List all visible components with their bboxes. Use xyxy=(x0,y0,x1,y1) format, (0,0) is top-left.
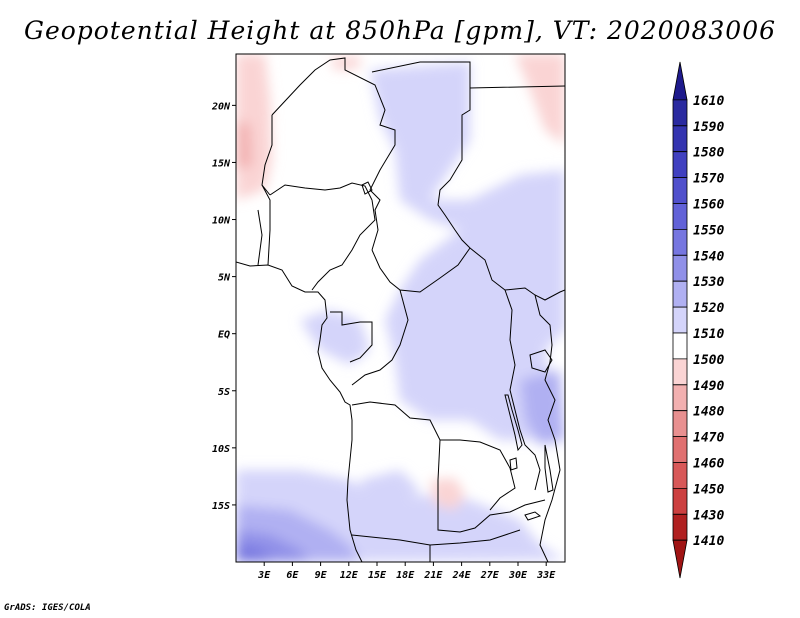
colorbar-label: 1470 xyxy=(693,431,724,446)
colorbar-segment xyxy=(672,410,688,437)
field-1550-south xyxy=(236,545,275,562)
colorbar-label: 1570 xyxy=(693,172,724,187)
colorbar-segment xyxy=(672,99,688,127)
y-tick-label: 20N xyxy=(211,101,231,112)
colorbar-segment xyxy=(672,203,688,230)
colorbar-segment xyxy=(672,384,688,412)
x-tick-label: 18E xyxy=(396,570,415,581)
x-tick-label: 12E xyxy=(340,570,359,581)
colorbar-label: 1430 xyxy=(693,508,724,523)
x-tick-label: 9E xyxy=(315,570,328,581)
colorbar-label: 1510 xyxy=(693,327,724,342)
x-tick-label: 21E xyxy=(423,570,443,581)
boundaries xyxy=(236,57,565,562)
lake-victoria xyxy=(529,349,553,373)
colorbar-segment xyxy=(672,488,688,515)
colorbar-segment xyxy=(672,125,688,153)
colorbar-label: 1530 xyxy=(693,275,724,290)
colorbar-segment xyxy=(672,306,688,334)
colorbar-segment xyxy=(672,151,688,178)
colorbar-label: 1410 xyxy=(693,534,724,549)
colorbar-segment xyxy=(672,280,688,308)
colorbar-segment xyxy=(672,462,688,489)
y-tick-label: 10S xyxy=(212,444,230,455)
border-namibia xyxy=(351,529,521,546)
border-east-africa xyxy=(534,294,561,562)
border-north-2 xyxy=(271,57,396,251)
colorbar-label: 1480 xyxy=(693,405,724,420)
x-tick-label: 24E xyxy=(452,570,472,581)
colorbar-label: 1490 xyxy=(693,379,724,394)
colorbar-segment xyxy=(672,229,688,256)
border-drc-angola xyxy=(351,401,516,511)
border-benin xyxy=(261,184,271,266)
grads-credit: GrADS: IGES/COLA xyxy=(4,603,91,613)
border-drc-east xyxy=(504,289,541,491)
colorbar-label: 1520 xyxy=(693,301,724,316)
colorbar-segment xyxy=(672,358,688,386)
field-1530-east xyxy=(520,370,565,445)
y-tick-label: 15N xyxy=(212,158,231,169)
lake-mweru xyxy=(509,457,518,471)
border-egypt xyxy=(469,62,565,89)
colorbar-label: 1610 xyxy=(693,94,724,109)
colorbar-segment xyxy=(672,254,688,282)
field-1500-northeast xyxy=(515,54,565,145)
y-tick-label: 5S xyxy=(218,387,230,398)
field-1490-west xyxy=(236,120,252,170)
colorbar-label: 1550 xyxy=(693,223,724,238)
border-togo xyxy=(257,209,263,266)
border-libya-sudan xyxy=(371,61,565,301)
colorbar-segment xyxy=(672,539,688,579)
x-tick-label: 15E xyxy=(368,570,387,581)
border-cameroon-car xyxy=(371,247,471,293)
map-panel xyxy=(236,54,565,562)
x-tick-label: 30E xyxy=(508,570,528,581)
y-tick-label: 5N xyxy=(218,273,231,284)
lake-chad xyxy=(361,181,373,195)
coastline-west-africa xyxy=(236,261,363,562)
field-1520-angola xyxy=(360,470,420,510)
colorbar-label: 1580 xyxy=(693,146,724,161)
x-axis: 3E 6E 9E 12E 15E 18E 21E 24E 27E 30E 33E xyxy=(257,562,556,581)
x-tick-label: 27E xyxy=(480,570,500,581)
colorbar-segment xyxy=(672,177,688,204)
colorbar-label: 1560 xyxy=(693,198,724,213)
y-axis: 20N 15N 10N 5N EQ 5S 10S 15S xyxy=(211,101,236,512)
border-gabon-congo xyxy=(330,311,373,363)
border-niger-nigeria xyxy=(269,182,373,201)
colorbar-label: 1460 xyxy=(693,457,724,472)
map-title: Geopotential Height at 850hPa [gpm], VT:… xyxy=(23,16,777,45)
border-north-1 xyxy=(261,115,273,196)
x-tick-label: 33E xyxy=(536,570,556,581)
x-tick-label: 3E xyxy=(257,570,271,581)
border-nigeria-cameroon xyxy=(311,199,376,291)
x-tick-label: 6E xyxy=(286,570,299,581)
colorbar: 1610 1590 1580 1570 1560 1550 1540 1530 1520 1510… xyxy=(672,61,724,579)
colorbar-label: 1500 xyxy=(693,353,724,368)
border-angola-zambia xyxy=(437,439,546,533)
colorbar-segment xyxy=(672,513,688,541)
lake-tanganyika xyxy=(504,394,523,452)
colorbar-segment xyxy=(672,61,688,101)
field-1500-south xyxy=(430,478,465,510)
colorbar-segment xyxy=(672,436,688,463)
y-tick-label: 10N xyxy=(212,216,231,227)
border-congo-drc xyxy=(351,289,409,386)
colorbar-label: 1590 xyxy=(693,120,724,135)
y-tick-label: 15S xyxy=(212,501,230,512)
map-frame xyxy=(235,53,566,563)
colorbar-label: 1540 xyxy=(693,249,724,264)
lake-malawi xyxy=(544,444,554,493)
lake-kariba xyxy=(524,511,542,521)
colorbar-segment xyxy=(672,332,688,360)
colorbar-label: 1450 xyxy=(693,482,724,497)
y-tick-label: EQ xyxy=(218,330,230,341)
